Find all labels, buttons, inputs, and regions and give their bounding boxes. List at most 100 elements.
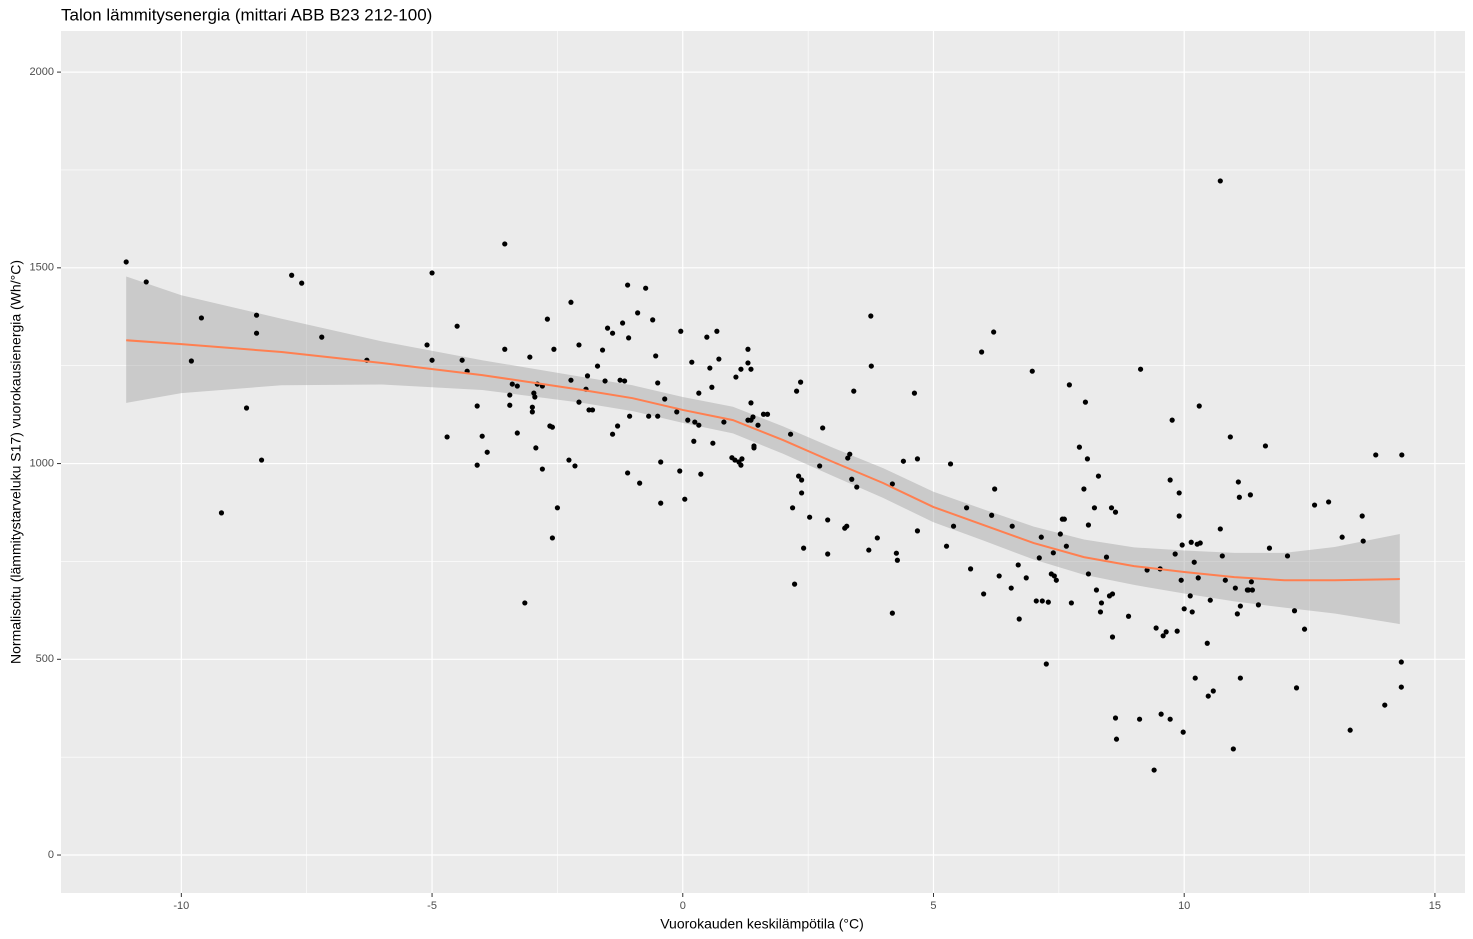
point <box>533 445 539 451</box>
point <box>1036 555 1042 561</box>
point <box>655 413 661 419</box>
point <box>868 313 874 319</box>
point <box>1230 746 1236 752</box>
point <box>1085 571 1092 577</box>
point <box>1235 479 1241 485</box>
point <box>807 514 813 520</box>
point <box>1192 675 1198 681</box>
chart-title: Talon lämmitysenergia (mittari ABB B23 2… <box>61 5 432 24</box>
point <box>507 392 513 398</box>
point <box>963 505 970 511</box>
point <box>1262 443 1269 449</box>
point <box>764 411 771 417</box>
point <box>602 378 608 384</box>
point <box>1163 629 1169 635</box>
axes: -10 -5 0 5 10 15 0 500 1000 1500 2000 <box>30 66 1442 912</box>
point <box>1098 600 1105 606</box>
point <box>1095 473 1102 479</box>
point <box>576 399 582 405</box>
point <box>617 377 623 383</box>
point <box>1293 685 1300 691</box>
point <box>793 388 800 394</box>
point <box>1016 616 1022 622</box>
point <box>123 259 129 265</box>
point <box>748 400 754 406</box>
point <box>1038 534 1044 540</box>
point <box>992 486 998 492</box>
point <box>1210 688 1216 694</box>
point <box>817 463 823 469</box>
plot-panel <box>61 31 1465 893</box>
point <box>991 329 997 335</box>
point <box>572 463 578 469</box>
point <box>1085 522 1092 528</box>
point <box>710 440 716 446</box>
point <box>677 468 683 474</box>
point <box>502 241 508 247</box>
point <box>1217 526 1223 532</box>
point <box>889 481 895 487</box>
y-tick-label: 500 <box>36 653 54 665</box>
point <box>454 323 460 329</box>
confidence-band <box>126 276 1400 625</box>
point <box>851 388 857 394</box>
point <box>626 335 632 341</box>
point <box>704 334 710 340</box>
point <box>1043 661 1049 667</box>
point <box>1339 534 1345 540</box>
y-tick-label: 0 <box>48 849 54 861</box>
point <box>1023 575 1029 581</box>
point <box>1191 559 1197 565</box>
x-tick-label: 5 <box>930 900 936 912</box>
point <box>554 505 561 511</box>
point <box>1237 603 1243 609</box>
point <box>529 404 535 410</box>
point <box>1234 611 1240 617</box>
point <box>1189 609 1195 615</box>
point <box>721 419 727 425</box>
point <box>825 551 831 557</box>
point <box>849 476 855 482</box>
point <box>799 477 805 483</box>
point <box>692 419 698 425</box>
point <box>507 402 513 408</box>
point <box>1178 577 1184 583</box>
point <box>1109 591 1116 597</box>
point <box>1093 587 1100 593</box>
point <box>1009 523 1015 529</box>
point <box>514 383 520 389</box>
point <box>584 373 591 379</box>
point <box>188 358 194 364</box>
point <box>760 411 767 417</box>
point <box>1245 587 1251 593</box>
point <box>1398 659 1404 665</box>
point <box>429 357 435 363</box>
point <box>1057 531 1063 537</box>
point <box>509 381 515 387</box>
smooth-line <box>126 339 1400 582</box>
point <box>678 328 684 334</box>
point <box>738 366 744 372</box>
point <box>1112 715 1119 721</box>
point <box>801 545 807 551</box>
point <box>539 466 545 472</box>
point <box>1301 626 1308 632</box>
point <box>1266 545 1273 551</box>
point <box>289 272 295 278</box>
point <box>900 458 907 464</box>
point <box>733 374 739 380</box>
point <box>527 354 533 360</box>
point <box>658 459 664 465</box>
point <box>1359 513 1365 519</box>
point <box>658 500 664 506</box>
point <box>868 363 874 369</box>
point <box>893 550 899 556</box>
point <box>549 535 556 541</box>
point <box>748 366 754 372</box>
point <box>1399 452 1405 458</box>
point <box>1160 633 1166 639</box>
point <box>1063 543 1069 549</box>
point <box>698 471 704 477</box>
point <box>625 282 631 288</box>
